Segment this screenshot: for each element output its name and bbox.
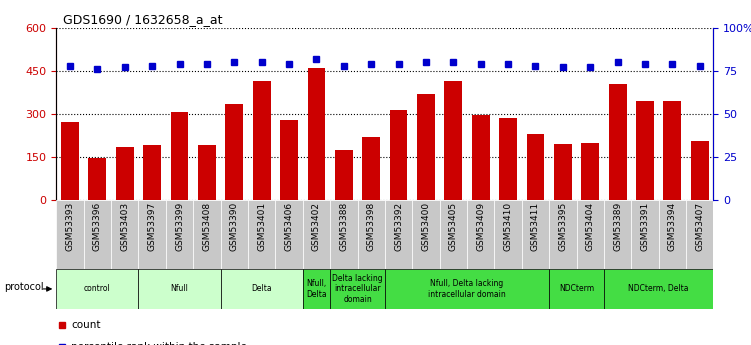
Text: GSM53410: GSM53410 — [504, 202, 513, 251]
Text: NDCterm, Delta: NDCterm, Delta — [629, 284, 689, 294]
Text: GSM53411: GSM53411 — [531, 202, 540, 251]
Bar — [83, 200, 111, 269]
Bar — [632, 200, 659, 269]
Bar — [549, 269, 604, 309]
Text: Nfull,
Delta: Nfull, Delta — [306, 279, 327, 299]
Bar — [111, 200, 138, 269]
Text: GSM53388: GSM53388 — [339, 202, 348, 252]
Bar — [467, 200, 494, 269]
Text: Nfull, Delta lacking
intracellular domain: Nfull, Delta lacking intracellular domai… — [428, 279, 506, 299]
Text: GSM53397: GSM53397 — [148, 202, 157, 252]
Bar — [417, 94, 435, 200]
Text: GSM53404: GSM53404 — [586, 202, 595, 251]
Bar — [472, 115, 490, 200]
Bar — [604, 200, 632, 269]
Bar — [335, 150, 353, 200]
Bar — [56, 269, 138, 309]
Text: GSM53403: GSM53403 — [120, 202, 129, 251]
Bar — [198, 146, 216, 200]
Text: GSM53396: GSM53396 — [93, 202, 102, 252]
Bar — [412, 200, 439, 269]
Bar — [663, 101, 681, 200]
Bar — [499, 118, 517, 200]
Bar — [221, 200, 248, 269]
Bar — [280, 120, 298, 200]
Bar — [577, 200, 604, 269]
Bar — [385, 269, 549, 309]
Bar — [686, 200, 713, 269]
Text: GSM53392: GSM53392 — [394, 202, 403, 251]
Bar — [138, 200, 166, 269]
Text: GSM53399: GSM53399 — [175, 202, 184, 252]
Text: GSM53405: GSM53405 — [449, 202, 458, 251]
Bar — [221, 269, 303, 309]
Text: GSM53398: GSM53398 — [366, 202, 376, 252]
Text: GSM53408: GSM53408 — [203, 202, 212, 251]
Text: GSM53389: GSM53389 — [613, 202, 622, 252]
Text: GSM53395: GSM53395 — [558, 202, 567, 252]
Bar — [89, 158, 107, 200]
Bar — [193, 200, 221, 269]
Text: GSM53391: GSM53391 — [641, 202, 650, 252]
Bar — [357, 200, 385, 269]
Text: GSM53393: GSM53393 — [65, 202, 74, 252]
Text: GSM53390: GSM53390 — [230, 202, 239, 252]
Text: GSM53406: GSM53406 — [285, 202, 294, 251]
Bar — [61, 122, 79, 200]
Bar — [609, 84, 626, 200]
Text: GSM53401: GSM53401 — [257, 202, 266, 251]
Bar — [166, 200, 193, 269]
Text: control: control — [84, 284, 110, 294]
Bar — [659, 200, 686, 269]
Text: NDCterm: NDCterm — [559, 284, 594, 294]
Bar — [330, 200, 357, 269]
Bar — [362, 137, 380, 200]
Text: GSM53407: GSM53407 — [695, 202, 704, 251]
Bar — [330, 269, 385, 309]
Bar — [439, 200, 467, 269]
Bar — [526, 134, 544, 200]
Text: GSM53409: GSM53409 — [476, 202, 485, 251]
Bar — [253, 81, 270, 200]
Bar — [691, 141, 709, 200]
Bar — [604, 269, 713, 309]
Text: Delta lacking
intracellular
domain: Delta lacking intracellular domain — [332, 274, 383, 304]
Bar — [494, 200, 522, 269]
Bar — [303, 200, 330, 269]
Text: Nfull: Nfull — [170, 284, 189, 294]
Bar — [385, 200, 412, 269]
Text: GSM53400: GSM53400 — [421, 202, 430, 251]
Bar — [522, 200, 549, 269]
Bar — [581, 142, 599, 200]
Text: protocol: protocol — [5, 282, 44, 292]
Text: Delta: Delta — [252, 284, 272, 294]
Bar — [56, 200, 83, 269]
Text: GDS1690 / 1632658_a_at: GDS1690 / 1632658_a_at — [63, 13, 222, 27]
Bar — [549, 200, 577, 269]
Bar — [138, 269, 221, 309]
Bar — [303, 269, 330, 309]
Bar — [390, 110, 408, 200]
Text: GSM53394: GSM53394 — [668, 202, 677, 251]
Text: GSM53402: GSM53402 — [312, 202, 321, 251]
Bar — [170, 112, 189, 200]
Bar — [143, 145, 161, 200]
Text: count: count — [71, 320, 101, 330]
Bar — [276, 200, 303, 269]
Bar — [554, 144, 572, 200]
Text: percentile rank within the sample: percentile rank within the sample — [71, 342, 247, 345]
Bar — [248, 200, 276, 269]
Bar — [308, 68, 325, 200]
Bar — [636, 101, 654, 200]
Bar — [445, 81, 462, 200]
Bar — [225, 104, 243, 200]
Bar — [116, 147, 134, 200]
